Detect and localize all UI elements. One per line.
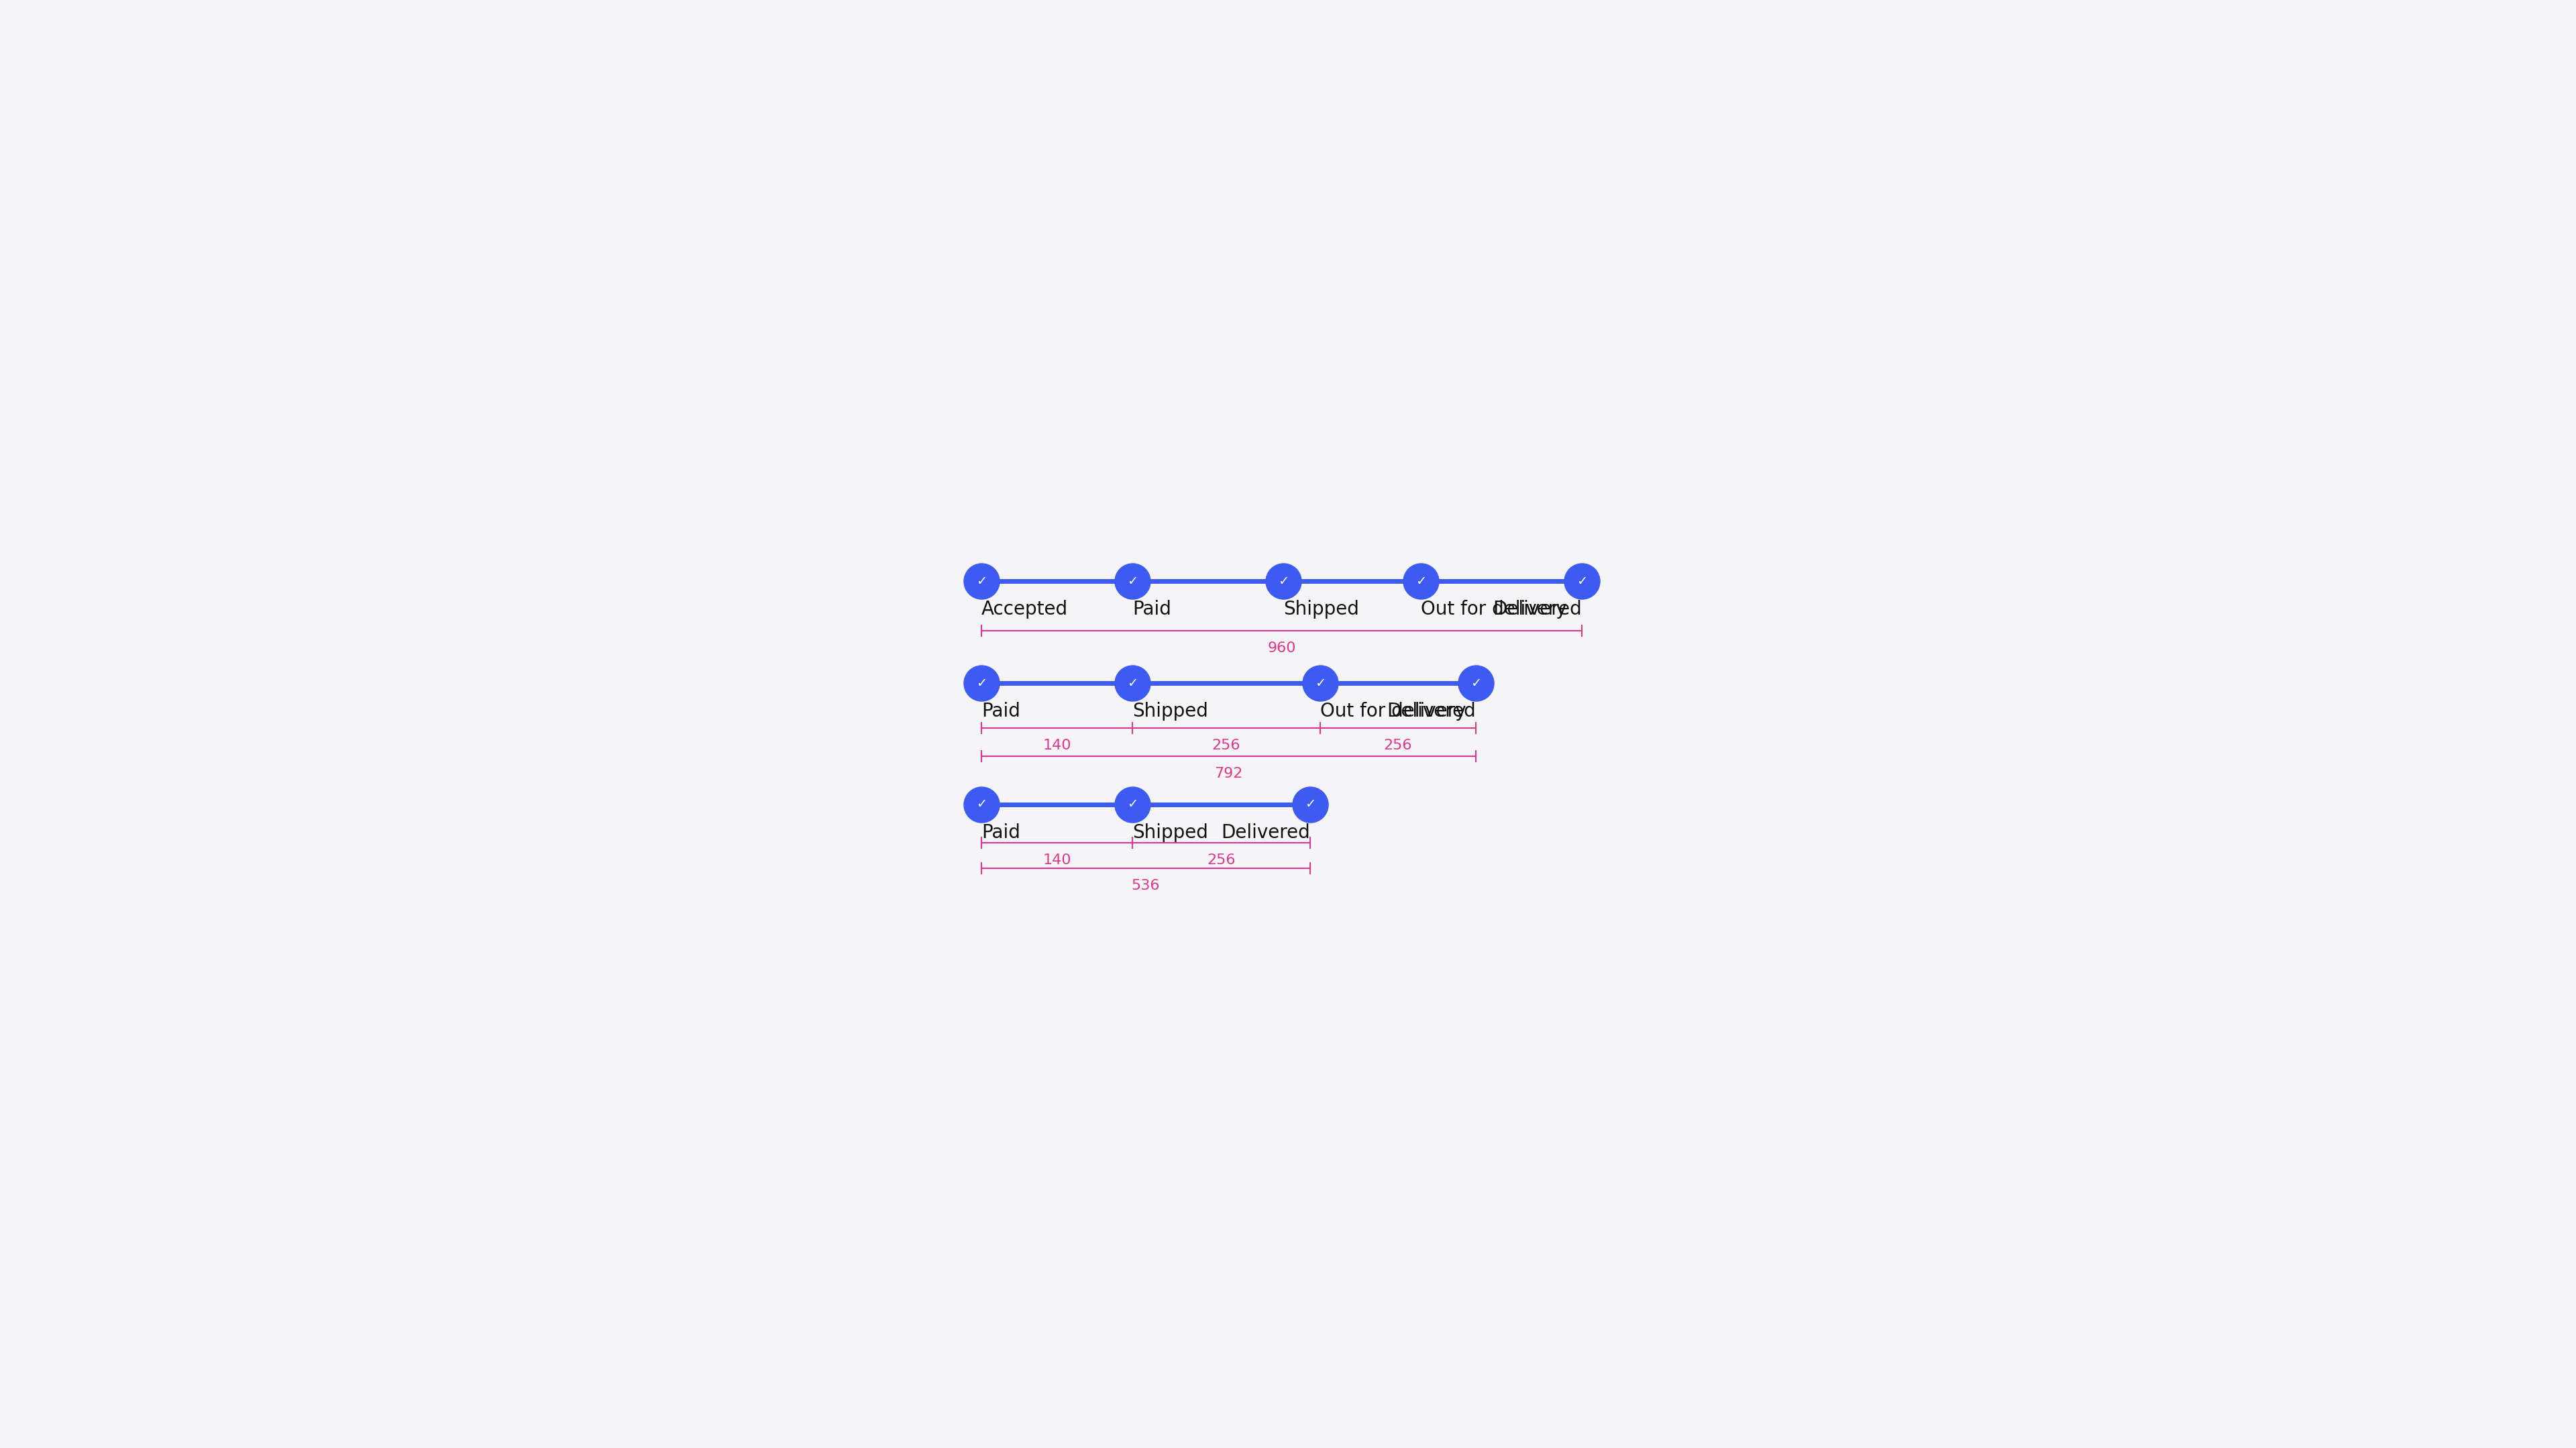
Text: Paid: Paid (981, 702, 1020, 721)
Text: Delivered: Delivered (1386, 702, 1476, 721)
Text: Shipped: Shipped (1133, 702, 1208, 721)
Text: ✓: ✓ (1314, 676, 1327, 689)
Point (1113, 569, 1154, 592)
Text: Shipped: Shipped (1133, 824, 1208, 843)
Point (1401, 569, 1443, 592)
Text: ✓: ✓ (1126, 798, 1139, 811)
Text: 960: 960 (1267, 641, 1296, 654)
Point (1455, 672, 1497, 695)
Text: 792: 792 (1213, 767, 1242, 780)
Text: ✓: ✓ (976, 676, 987, 689)
Point (1291, 794, 1332, 817)
Text: Out for delivery: Out for delivery (1319, 702, 1466, 721)
Text: Delivered: Delivered (1221, 824, 1311, 843)
Text: ✓: ✓ (976, 798, 987, 811)
Text: ✓: ✓ (1126, 676, 1139, 689)
Text: Paid: Paid (1133, 599, 1172, 618)
Text: ✓: ✓ (1471, 676, 1481, 689)
Text: 256: 256 (1383, 738, 1412, 752)
Text: 256: 256 (1208, 853, 1236, 867)
Point (1561, 569, 1602, 592)
Text: Accepted: Accepted (981, 599, 1069, 618)
Text: ✓: ✓ (1577, 575, 1587, 588)
Point (1262, 569, 1303, 592)
Text: Shipped: Shipped (1283, 599, 1360, 618)
Point (961, 672, 1002, 695)
Text: ✓: ✓ (1303, 798, 1316, 811)
Text: 140: 140 (1043, 853, 1072, 867)
Point (961, 569, 1002, 592)
Text: 536: 536 (1131, 879, 1159, 892)
Text: Paid: Paid (981, 824, 1020, 843)
Text: 140: 140 (1043, 738, 1072, 752)
Point (961, 794, 1002, 817)
Text: ✓: ✓ (1278, 575, 1288, 588)
Text: ✓: ✓ (1126, 575, 1139, 588)
Text: 256: 256 (1213, 738, 1242, 752)
Point (1113, 794, 1154, 817)
Text: ✓: ✓ (976, 575, 987, 588)
Text: ✓: ✓ (1414, 575, 1427, 588)
Point (1298, 672, 1340, 695)
Text: Delivered: Delivered (1492, 599, 1582, 618)
Point (1113, 672, 1154, 695)
Text: Out for delivery: Out for delivery (1422, 599, 1566, 618)
